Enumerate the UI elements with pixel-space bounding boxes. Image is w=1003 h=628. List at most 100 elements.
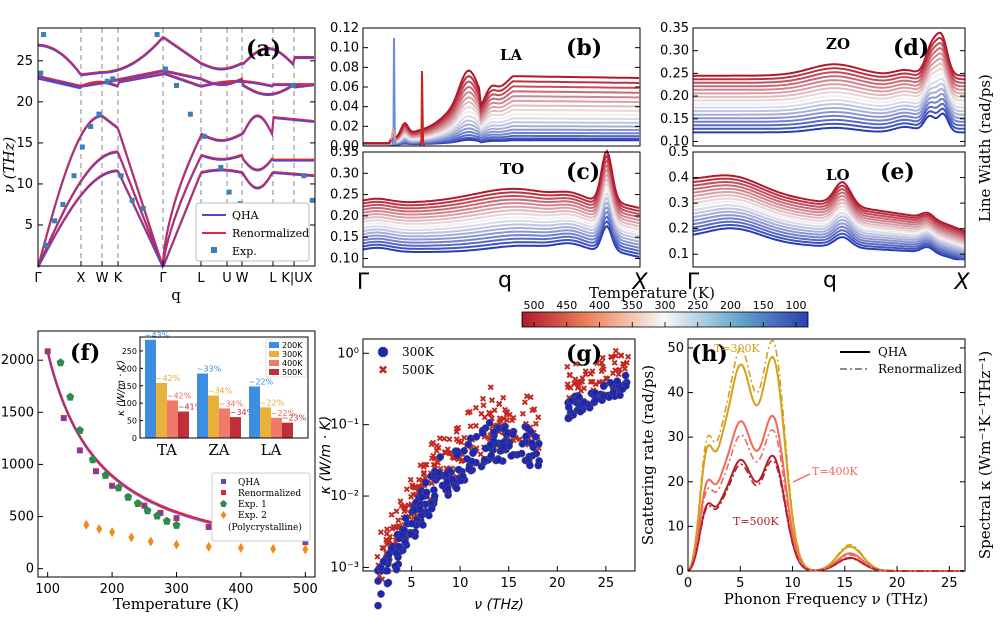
inset-ytick-label: 250: [122, 347, 137, 356]
c-linewidth-curve: [362, 168, 640, 222]
a-exp-point: [301, 173, 307, 179]
colorbar-tick-label: 100: [786, 299, 807, 312]
panel-f-xlabel: Temperature (K): [113, 595, 239, 613]
g-point-300k: [397, 531, 406, 540]
a-xtick-label: Γ: [159, 271, 167, 286]
d-linewidth-curve: [693, 98, 965, 123]
g-point-300k: [460, 447, 468, 455]
g-point-500k: ✖: [407, 476, 415, 486]
g-point-300k: [395, 542, 403, 551]
colorbar-tick-label: 450: [556, 299, 577, 312]
g-point-500k: ✖: [400, 503, 408, 513]
g-point-300k: [522, 432, 530, 441]
b-ytick-label: 0.10: [330, 41, 359, 56]
g-xtick-label: 20: [549, 576, 566, 591]
g-point-500k: ✖: [510, 414, 518, 424]
a-exp-point: [41, 32, 47, 38]
inset-bar: [271, 417, 282, 438]
d-ytick-label: 0.20: [660, 89, 689, 104]
panel-h-ylabel: Scattering rate (rad/ps): [639, 365, 657, 545]
g-point-500k: ✖: [572, 375, 580, 385]
g-point-300k: [487, 451, 496, 460]
f-qha-point: [45, 349, 50, 354]
f-xtick-label: 100: [35, 582, 60, 597]
b-ytick-label: 0.00: [330, 139, 359, 154]
inset-bar: [219, 408, 230, 438]
g-point-500k: ✖: [458, 457, 466, 467]
panel-e-gamma-label: Γ: [687, 270, 700, 295]
h-ytick-label: 40: [667, 386, 684, 401]
g-point-500k: ✖: [464, 409, 472, 419]
c-linewidth-curve: [362, 154, 640, 212]
g-point-500k: ✖: [468, 443, 476, 453]
g-point-500k: ✖: [382, 536, 390, 546]
d-linewidth-curve: [693, 67, 965, 102]
a-xtick-label: Γ: [34, 271, 42, 286]
a-exp-point: [79, 144, 85, 150]
g-point-500k: ✖: [430, 461, 438, 471]
g-point-500k: ✖: [519, 410, 527, 420]
c-linewidth-curve: [362, 182, 640, 231]
panel-c-gamma-label: Γ: [357, 270, 370, 295]
g-point-500k: ✖: [433, 447, 441, 457]
g-point-500k: ✖: [478, 410, 486, 420]
g-point-300k: [401, 538, 409, 547]
c-linewidth-curve: [362, 201, 640, 243]
g-point-500k: ✖: [535, 414, 543, 424]
inset-bar: [167, 400, 178, 438]
a-ytick-label: 20: [16, 95, 33, 110]
g-point-500k: ✖: [564, 381, 572, 391]
g-point-300k: [472, 432, 481, 441]
d-linewidth-curve: [693, 102, 965, 127]
inset-bar: [249, 386, 260, 438]
a-exp-point: [88, 123, 94, 129]
h-xtick-label: 0: [684, 576, 692, 591]
g-point-500k: ✖: [447, 450, 455, 460]
a-exp-point: [162, 66, 168, 72]
g-point-500k: ✖: [421, 461, 429, 471]
g-point-500k: ✖: [567, 384, 575, 394]
d-linewidth-curve: [693, 72, 965, 105]
panel-e-q-label: q: [823, 268, 837, 293]
g-point-500k: ✖: [604, 375, 612, 385]
g-point-500k: ✖: [449, 453, 457, 463]
c-linewidth-curve: [362, 177, 640, 228]
b-ytick-label: 0.12: [330, 21, 359, 36]
g-point-500k: ✖: [624, 353, 632, 363]
panel-g-xlabel: ν (THz): [474, 597, 524, 613]
g-point-500k: ✖: [467, 423, 475, 433]
h-renorm-400k: [687, 429, 964, 572]
g-point-300k: [621, 371, 630, 380]
inset-bar: [208, 395, 219, 438]
inset-legend-label: 400K: [282, 359, 303, 368]
g-point-500k: ✖: [393, 536, 401, 546]
temperature-colorbar: Temperature (K) 500 450 400 350 300 250 200 150…: [521, 284, 809, 328]
g-point-500k: ✖: [575, 378, 583, 388]
g-point-300k: [465, 465, 473, 473]
d-linewidth-curve: [693, 87, 966, 116]
g-point-300k: [609, 388, 618, 397]
g-point-500k: ✖: [566, 371, 574, 381]
g-point-500k: ✖: [385, 536, 393, 546]
c-linewidth-curve: [362, 158, 640, 216]
g-point-500k: ✖: [572, 360, 580, 370]
panel-h-label: (h): [691, 341, 728, 367]
g-point-300k: [387, 544, 396, 553]
g-point-300k: [575, 393, 583, 402]
f-qha-point: [77, 448, 82, 453]
g-point-300k: [454, 465, 463, 474]
f-exp1-point: [153, 511, 162, 520]
g-point-500k: ✖: [446, 450, 454, 460]
g-point-500k: ✖: [592, 381, 600, 391]
f-legend-renorm-marker: [221, 490, 226, 495]
g-point-500k: ✖: [388, 525, 396, 535]
f-ytick-label: 0: [26, 562, 34, 577]
f-exp2-point: [270, 543, 277, 554]
g-point-500k: ✖: [466, 408, 474, 418]
panel-h-legend: QHA Renormalized: [840, 345, 962, 376]
panel-f: (f) Temperature (K) 100 200 300 400 500 0500…: [1, 330, 318, 613]
c-linewidth-curve: [362, 163, 640, 219]
colorbar-tick-label: 200: [720, 299, 741, 312]
g-point-500k: ✖: [579, 375, 587, 385]
